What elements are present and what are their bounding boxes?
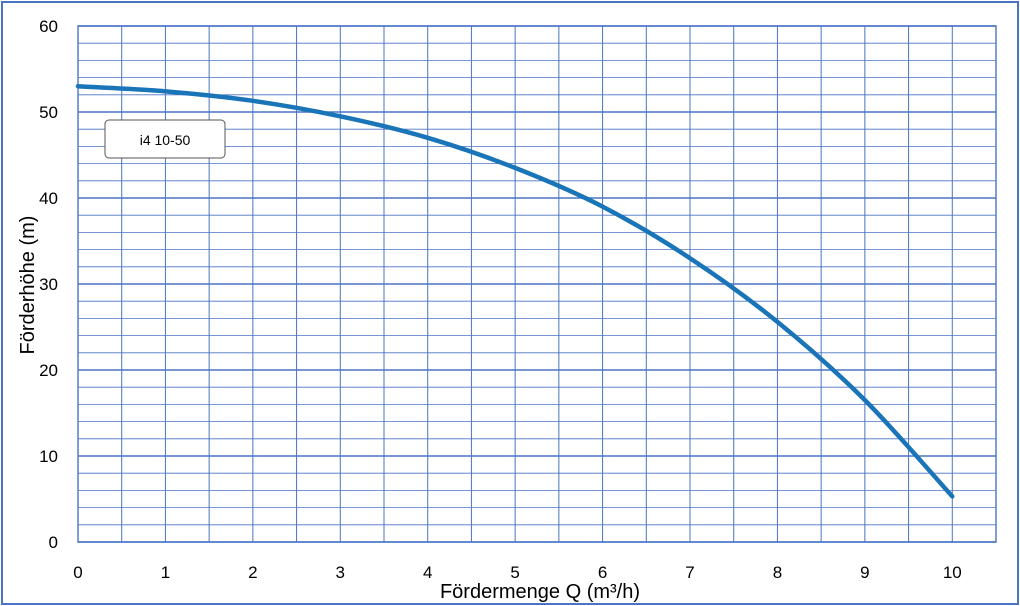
x-tick-label: 5 [510, 563, 519, 582]
x-tick-label: 9 [860, 563, 869, 582]
pump-curve-line [75, 83, 955, 499]
x-tick-label: 4 [423, 563, 432, 582]
x-tick-label: 6 [598, 563, 607, 582]
x-tick-label: 0 [73, 563, 82, 582]
x-tick-label: 2 [248, 563, 257, 582]
x-tick-label: 8 [773, 563, 782, 582]
x-tick-label: 10 [943, 563, 962, 582]
y-axis-title: Förderhöhe (m) [17, 216, 39, 355]
y-axis-tick-labels: 0 10 20 30 40 50 60 [39, 17, 58, 552]
x-axis-title: Fördermenge Q (m³/h) [440, 581, 640, 603]
x-axis-tick-labels: 0 1 2 3 4 5 6 7 8 9 10 [73, 563, 961, 582]
y-tick-label: 30 [39, 275, 58, 294]
plot-border [77, 25, 997, 543]
y-tick-label: 0 [49, 533, 58, 552]
y-tick-label: 20 [39, 361, 58, 380]
major-gridlines [77, 25, 997, 543]
y-tick-label: 10 [39, 447, 58, 466]
legend-series-label: i4 10-50 [140, 132, 191, 148]
x-tick-label: 7 [685, 563, 694, 582]
y-tick-label: 50 [39, 103, 58, 122]
series-layer [75, 83, 955, 499]
x-tick-label: 3 [336, 563, 345, 582]
y-tick-label: 40 [39, 189, 58, 208]
y-tick-label: 60 [39, 17, 58, 36]
x-tick-label: 1 [161, 563, 170, 582]
legend-box: i4 10-50 [104, 119, 226, 159]
